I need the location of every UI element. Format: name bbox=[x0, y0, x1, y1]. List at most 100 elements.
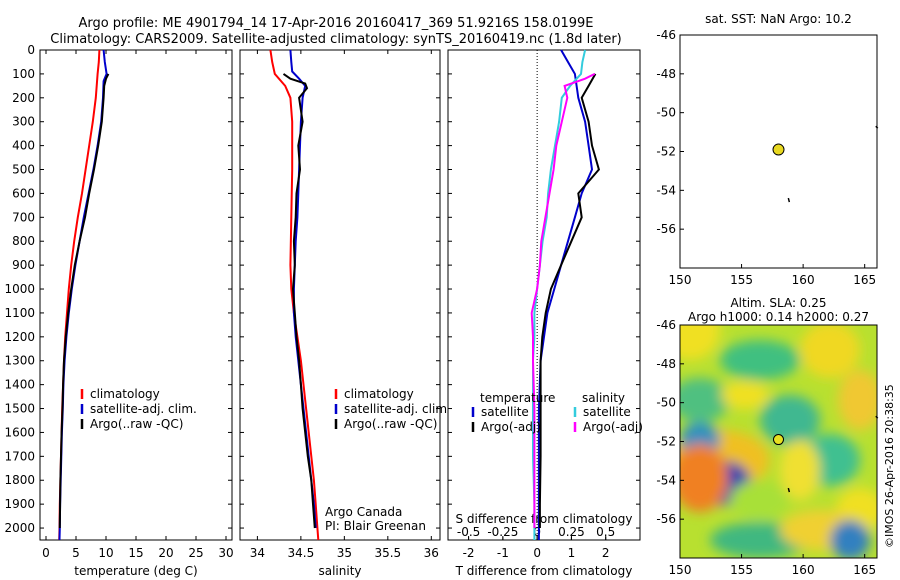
y-tick-label: 0 bbox=[27, 43, 35, 57]
heatmap-blob bbox=[830, 520, 870, 558]
x-tick-label: 35 bbox=[337, 546, 352, 560]
x-axis-label: temperature (deg C) bbox=[74, 564, 197, 578]
heatmap-blob bbox=[680, 444, 728, 512]
s-axis-label: S difference from climatology bbox=[456, 512, 633, 526]
y-tick-label: -50 bbox=[656, 396, 676, 410]
y-tick-label: 800 bbox=[12, 234, 35, 248]
x-tick-label: 165 bbox=[853, 273, 876, 287]
y-tick-label: -48 bbox=[656, 357, 676, 371]
x-tick-label: 1 bbox=[568, 546, 576, 560]
legend-label: climatology bbox=[344, 387, 414, 401]
x-tick-label: 0 bbox=[42, 546, 50, 560]
x-axis-label: T difference from climatology bbox=[455, 564, 633, 578]
heatmap-blob bbox=[838, 370, 877, 430]
x-axis-label: salinity bbox=[318, 564, 361, 578]
series-line bbox=[530, 73, 596, 528]
legend-label: Argo(..raw -QC) bbox=[344, 417, 437, 431]
y-tick-label: 1300 bbox=[4, 354, 35, 368]
heatmap-field bbox=[680, 325, 877, 558]
series-line bbox=[58, 73, 110, 529]
plot-frame bbox=[239, 49, 441, 541]
x-tick-label: -2 bbox=[463, 546, 475, 560]
y-tick-label: 1100 bbox=[4, 306, 35, 320]
x-tick-label: 155 bbox=[730, 563, 753, 577]
island-mark bbox=[787, 197, 791, 203]
difference-panel: -2 -1 0 1 2 -0.5 -0.25 0 0.25 0.5S difference fro… bbox=[447, 49, 643, 578]
y-tick-label: 1000 bbox=[4, 282, 35, 296]
y-tick-label: 1600 bbox=[4, 425, 35, 439]
x-tick-label: 20 bbox=[158, 546, 173, 560]
map-title: Altim. SLA: 0.25 bbox=[730, 296, 826, 310]
y-tick-label: 200 bbox=[12, 91, 35, 105]
y-tick-label: -56 bbox=[656, 222, 676, 236]
y-tick-label: -56 bbox=[656, 512, 676, 526]
legend-label: satellite-adj. clim. bbox=[90, 402, 197, 416]
y-tick-label: -46 bbox=[656, 28, 676, 42]
legend-label: climatology bbox=[90, 387, 160, 401]
heatmap-blob bbox=[680, 378, 730, 422]
s-tick-label: -0.25 bbox=[487, 525, 518, 539]
x-tick-label: 36 bbox=[424, 546, 439, 560]
plot-frame bbox=[447, 49, 641, 541]
y-tick-label: 900 bbox=[12, 258, 35, 272]
heatmap-blob bbox=[730, 480, 790, 520]
y-tick-label: -48 bbox=[656, 67, 676, 81]
y-tick-label: 1400 bbox=[4, 378, 35, 392]
map-subtitle: Argo h1000: 0.14 h2000: 0.27 bbox=[688, 310, 869, 324]
y-tick-label: 500 bbox=[12, 163, 35, 177]
x-tick-label: 150 bbox=[669, 273, 692, 287]
s-tick-label: 0.25 bbox=[558, 525, 585, 539]
y-tick-label: 1800 bbox=[4, 473, 35, 487]
legend-header: temperature bbox=[480, 391, 555, 405]
source-line2: PI: Blair Greenan bbox=[325, 519, 426, 533]
header-line1: Argo profile: ME 4901794_14 17-Apr-2016 … bbox=[78, 16, 593, 31]
x-tick-label: 25 bbox=[188, 546, 203, 560]
y-tick-label: -52 bbox=[656, 435, 676, 449]
heatmap-blobs bbox=[680, 325, 877, 558]
heatmap-blob bbox=[780, 440, 820, 500]
heatmap-blob bbox=[721, 381, 769, 409]
x-tick-label: 160 bbox=[792, 563, 815, 577]
x-tick-label: 5 bbox=[72, 546, 80, 560]
map-title: sat. SST: NaN Argo: 10.2 bbox=[705, 12, 852, 26]
legend-header: salinity bbox=[582, 391, 625, 405]
legend-label: Argo(-adj) bbox=[481, 420, 541, 434]
s-tick-label: 0.5 bbox=[596, 525, 615, 539]
heatmap-blob bbox=[720, 340, 800, 380]
x-tick-label: -1 bbox=[497, 546, 509, 560]
x-tick-label: 155 bbox=[730, 273, 753, 287]
x-tick-label: 34 bbox=[250, 546, 265, 560]
y-tick-label: 600 bbox=[12, 186, 35, 200]
y-tick-label: 1200 bbox=[4, 330, 35, 344]
legend-label: Argo(-adj) bbox=[583, 420, 643, 434]
heatmap-blob bbox=[800, 325, 860, 378]
s-tick-label: -0.5 bbox=[457, 525, 480, 539]
argo-position-marker bbox=[772, 143, 785, 156]
argo-position-marker bbox=[773, 434, 784, 446]
coast-mark bbox=[875, 125, 879, 129]
legend-label: satellite bbox=[481, 405, 529, 419]
x-tick-label: 30 bbox=[218, 546, 233, 560]
y-tick-label: 300 bbox=[12, 115, 35, 129]
x-tick-label: 34.5 bbox=[288, 546, 315, 560]
y-tick-label: -52 bbox=[656, 145, 676, 159]
temperature-panel: 0100200300400500600700800900100011001200… bbox=[4, 43, 233, 578]
sst-map-panel: 150 155 160 165 -46 -48 -50 -52 -54 -56 sat. SST: … bbox=[656, 12, 879, 287]
island-mark bbox=[787, 487, 791, 493]
y-tick-label: 100 bbox=[12, 67, 35, 81]
series-line bbox=[537, 49, 594, 540]
heatmap-blob bbox=[680, 325, 720, 360]
y-tick-label: -54 bbox=[656, 183, 676, 197]
y-tick-label: 1700 bbox=[4, 449, 35, 463]
y-tick-label: 700 bbox=[12, 210, 35, 224]
legend-label: satellite bbox=[583, 405, 631, 419]
x-tick-label: 10 bbox=[98, 546, 113, 560]
x-tick-label: 2 bbox=[602, 546, 610, 560]
header-line2: Climatology: CARS2009. Satellite-adjuste… bbox=[50, 32, 622, 47]
y-tick-label: -46 bbox=[656, 318, 676, 332]
source-line1: Argo Canada bbox=[325, 505, 402, 519]
x-tick-label: 0 bbox=[533, 546, 541, 560]
y-tick-label: 2000 bbox=[4, 521, 35, 535]
s-tick-label: 0 bbox=[533, 525, 541, 539]
